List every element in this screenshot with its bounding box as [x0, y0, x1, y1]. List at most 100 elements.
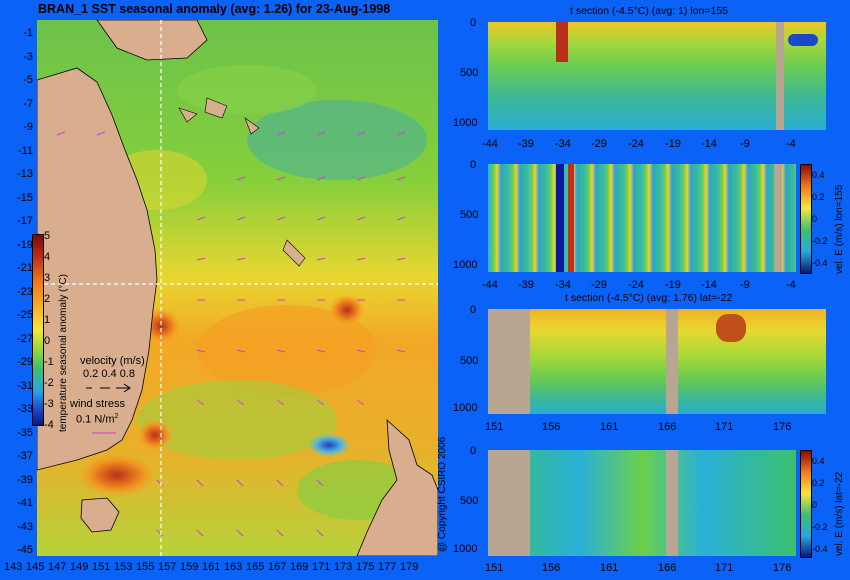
panel-3-land: [488, 309, 530, 414]
panel-2-cb-tick: 0.2: [812, 192, 825, 202]
panel-4-x-tick: 176: [773, 562, 792, 574]
panel-2-x-tick: -44: [482, 279, 498, 291]
panel-4-cb-tick: 0.4: [812, 456, 825, 466]
panel-2-x-tick: -34: [555, 279, 571, 291]
panel-2-y-tick: 1000: [453, 259, 478, 271]
panel-4-x-tick: 171: [715, 562, 734, 574]
map-y-tick: -45: [17, 544, 33, 556]
panel-4-cb-tick: 0.2: [812, 478, 825, 488]
panel-1-x-tick: -9: [740, 138, 750, 150]
panel-4-x-tick: 161: [600, 562, 619, 574]
map-y-tick: -43: [17, 521, 33, 533]
map-colorbar-tick: 5: [44, 230, 51, 242]
map-colorbar-tick: -2: [44, 377, 54, 389]
map-colorbar: [32, 234, 44, 426]
panel-4-x-tick: 166: [658, 562, 677, 574]
map-y-tick: -35: [17, 427, 33, 439]
sst-anomaly-map: [36, 19, 439, 557]
map-y-tick: -13: [17, 168, 33, 180]
map-y-tick: -5: [23, 74, 33, 86]
panel-3-x-axis: 151 156 161 166 171 176: [485, 421, 818, 435]
panel-3-mask: [666, 309, 678, 414]
velocity-label: velocity (m/s): [80, 355, 145, 367]
wind-stress-value: 0.1 N/m2: [76, 413, 118, 426]
panel-1-x-tick: -14: [701, 138, 717, 150]
map-y-tick: -11: [17, 145, 33, 157]
panel-2-band-red: [568, 164, 574, 272]
map-colorbar-tick: -4: [44, 419, 54, 431]
map-colorbar-tick: -1: [44, 356, 54, 368]
map-colorbar-tick: -3: [44, 398, 54, 410]
map-colorbar-label: temperature seasonal anomaly (°C): [58, 274, 69, 432]
panel-3-x-tick: 151: [485, 421, 504, 433]
panel-1-x-tick: -4: [786, 138, 796, 150]
map-y-tick: -25: [17, 309, 33, 321]
map-y-tick: -9: [23, 121, 33, 133]
panel-1-x-tick: -39: [518, 138, 534, 150]
panel-1-plot: [488, 22, 826, 130]
panel-2-cb-tick: 0: [812, 214, 818, 224]
panel-1-x-tick: -29: [591, 138, 607, 150]
map-x-tick: 159: [180, 561, 199, 573]
panel-3-warm-patch: [716, 314, 746, 342]
map-y-tick: -37: [17, 450, 33, 462]
map-x-tick: 179: [400, 561, 419, 573]
map-y-tick: -27: [17, 333, 33, 345]
map-x-tick: 177: [378, 561, 397, 573]
map-x-tick: 161: [202, 561, 221, 573]
map-colorbar-ticks: 5 4 3 2 1 0 -1 -2 -3 -4: [44, 230, 58, 431]
panel-2-cb-tick: -0.2: [812, 236, 828, 246]
wind-stress-label: wind stress: [70, 398, 126, 410]
panel-2-colorbar-ticks: 0.4 0.2 0 -0.2 -0.4: [812, 164, 832, 274]
panel-2-x-tick: -29: [591, 279, 607, 291]
map-x-tick: 175: [356, 561, 375, 573]
map-x-tick: 173: [334, 561, 353, 573]
copyright: @ Copyright CSIRO 2006: [437, 436, 448, 552]
map-colorbar-tick: 2: [44, 293, 51, 305]
panel-2-colorbar-label: vel. E (m/s) lon=155: [834, 184, 845, 274]
map-x-tick: 143: [4, 561, 23, 573]
map-x-tick: 149: [70, 561, 89, 573]
velocity-values: 0.2 0.4 0.8: [83, 368, 135, 380]
map-x-tick: 157: [158, 561, 177, 573]
panel-4-y-tick: 1000: [453, 543, 478, 555]
map-y-tick: -33: [17, 403, 33, 415]
panel-1-x-axis: -44 -39 -34 -29 -24 -19 -14 -9 -4: [482, 138, 828, 152]
panel-3-y-tick: 500: [460, 355, 479, 367]
map-x-axis: 143 145 147 149 151 153 155 157 159 161 …: [0, 561, 440, 577]
map-y-tick: -41: [17, 497, 33, 509]
panel-3-x-tick: 161: [600, 421, 619, 433]
panel-4-colorbar: [800, 450, 812, 558]
panel-3-title: t section (-4.5°C) (avg: 1.76) lat=-22: [565, 292, 733, 304]
velocity-arrows: [86, 383, 131, 392]
map-y-tick: -3: [23, 51, 33, 63]
map-y-tick: -39: [17, 474, 33, 486]
map-colorbar-tick: 3: [44, 272, 51, 284]
panel-4-cb-tick: -0.4: [812, 544, 828, 554]
map-x-tick: 145: [26, 561, 45, 573]
panel-2-x-tick: -14: [701, 279, 717, 291]
panel-3-y-tick: 0: [470, 304, 477, 316]
panel-4-x-axis: 151 156 161 166 171 176: [485, 562, 818, 576]
wind-stress-value-text: 0.1 N/m: [76, 413, 115, 426]
panel-1-x-tick: -19: [665, 138, 681, 150]
panel-4-colorbar-ticks: 0.4 0.2 0 -0.2 -0.4: [812, 450, 832, 560]
map-title: BRAN_1 SST seasonal anomaly (avg: 1.26) …: [38, 2, 391, 16]
wind-arrow-legend: [92, 432, 116, 434]
panel-2-x-tick: -19: [665, 279, 681, 291]
panel-3-x-tick: 171: [715, 421, 734, 433]
map-y-tick: -29: [17, 356, 33, 368]
wind-arrows: [56, 131, 406, 537]
map-colorbar-tick: 1: [44, 314, 51, 326]
panel-4-x-tick: 151: [485, 562, 504, 574]
map-colorbar-tick: 0: [44, 335, 51, 347]
panel-2-cb-tick: 0.4: [812, 170, 825, 180]
map-y-axis: -1 -3 -5 -7 -9 -11 -13 -15 -17 -19 -21 -…: [0, 20, 35, 556]
panel-1-x-tick: -44: [482, 138, 498, 150]
map-x-tick: 167: [268, 561, 287, 573]
panel-3-x-tick: 166: [658, 421, 677, 433]
panel-3-x-tick: 176: [773, 421, 792, 433]
panel-2-plot: [488, 164, 796, 272]
panel-1-y-tick: 1000: [453, 117, 478, 129]
